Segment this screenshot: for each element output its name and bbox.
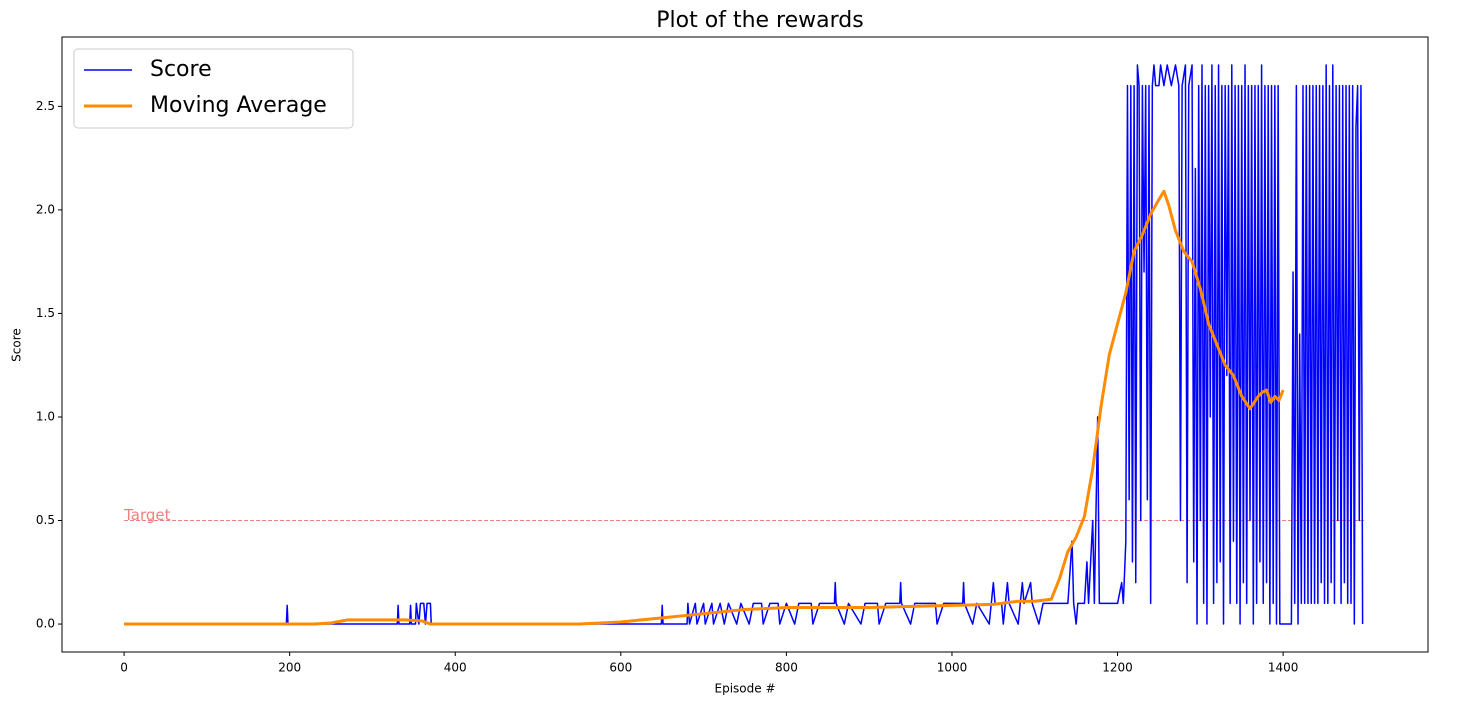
x-axis-label: Episode # [715, 682, 776, 696]
x-tick-label: 400 [444, 661, 467, 675]
x-tick-label: 200 [278, 661, 301, 675]
plot-area [124, 64, 1366, 626]
y-tick-label: 2.0 [36, 202, 55, 216]
legend-box [73, 48, 354, 129]
x-tick-label: 0 [120, 661, 128, 675]
series-line [124, 64, 1364, 625]
y-tick-label: 2.5 [36, 99, 55, 113]
target-label: Target [123, 506, 171, 524]
plot-frame [61, 36, 1429, 653]
series-line [124, 189, 1285, 626]
y-tick-label: 0.5 [36, 513, 55, 527]
chart-title: Plot of the rewards [656, 8, 863, 33]
x-tick-label: 1400 [1268, 661, 1299, 675]
x-tick-label: 600 [609, 661, 632, 675]
y-tick-label: 1.0 [36, 409, 55, 423]
x-tick-label: 800 [775, 661, 798, 675]
legend-label: Moving Average [150, 93, 327, 118]
y-tick-label: 0.0 [36, 617, 55, 631]
legend-label: Score [150, 57, 212, 82]
x-tick-label: 1000 [937, 661, 968, 675]
y-tick-label: 1.5 [36, 306, 55, 320]
x-tick-label: 1200 [1102, 661, 1133, 675]
y-axis-label: Score [10, 328, 24, 362]
